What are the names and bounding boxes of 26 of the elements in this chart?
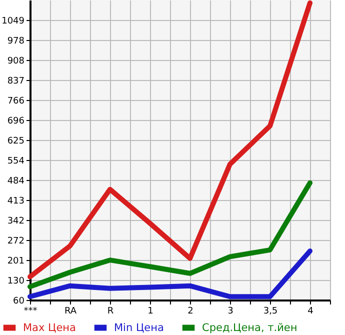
x-tick-label: 4 (308, 306, 314, 316)
y-tick-label: 413 (7, 196, 24, 207)
y-tick-label: 554 (7, 156, 25, 167)
y-tick-label: 625 (7, 136, 24, 147)
legend-label: Max Цена (23, 322, 76, 334)
y-tick-label: 60 (13, 296, 25, 306)
x-tick-label: 1 (148, 306, 154, 316)
x-tick-label: RA (64, 306, 78, 316)
x-tick-label: R (107, 306, 114, 316)
x-tick-label: 3,5 (263, 306, 278, 316)
y-tick-label: 908 (7, 56, 25, 66)
x-tick-label: 2 (188, 306, 194, 316)
y-tick-label: 130 (7, 276, 25, 287)
legend-label: Min Цена (114, 322, 164, 334)
y-tick-label: 766 (7, 96, 25, 107)
y-tick-label: 696 (7, 116, 25, 126)
y-tick-label: 484 (7, 176, 25, 186)
y-tick-label: 342 (7, 216, 24, 227)
y-tick-label: 201 (7, 256, 24, 267)
y-tick-label: 837 (7, 76, 24, 87)
legend-label: Сред.Цена, т.йен (202, 322, 298, 334)
y-tick-label: 1049 (2, 16, 25, 27)
x-tick-label: *** (24, 306, 38, 316)
x-tick-label: 3 (228, 306, 234, 316)
y-tick-label: 978 (7, 36, 25, 47)
y-tick-label: 272 (7, 236, 24, 246)
